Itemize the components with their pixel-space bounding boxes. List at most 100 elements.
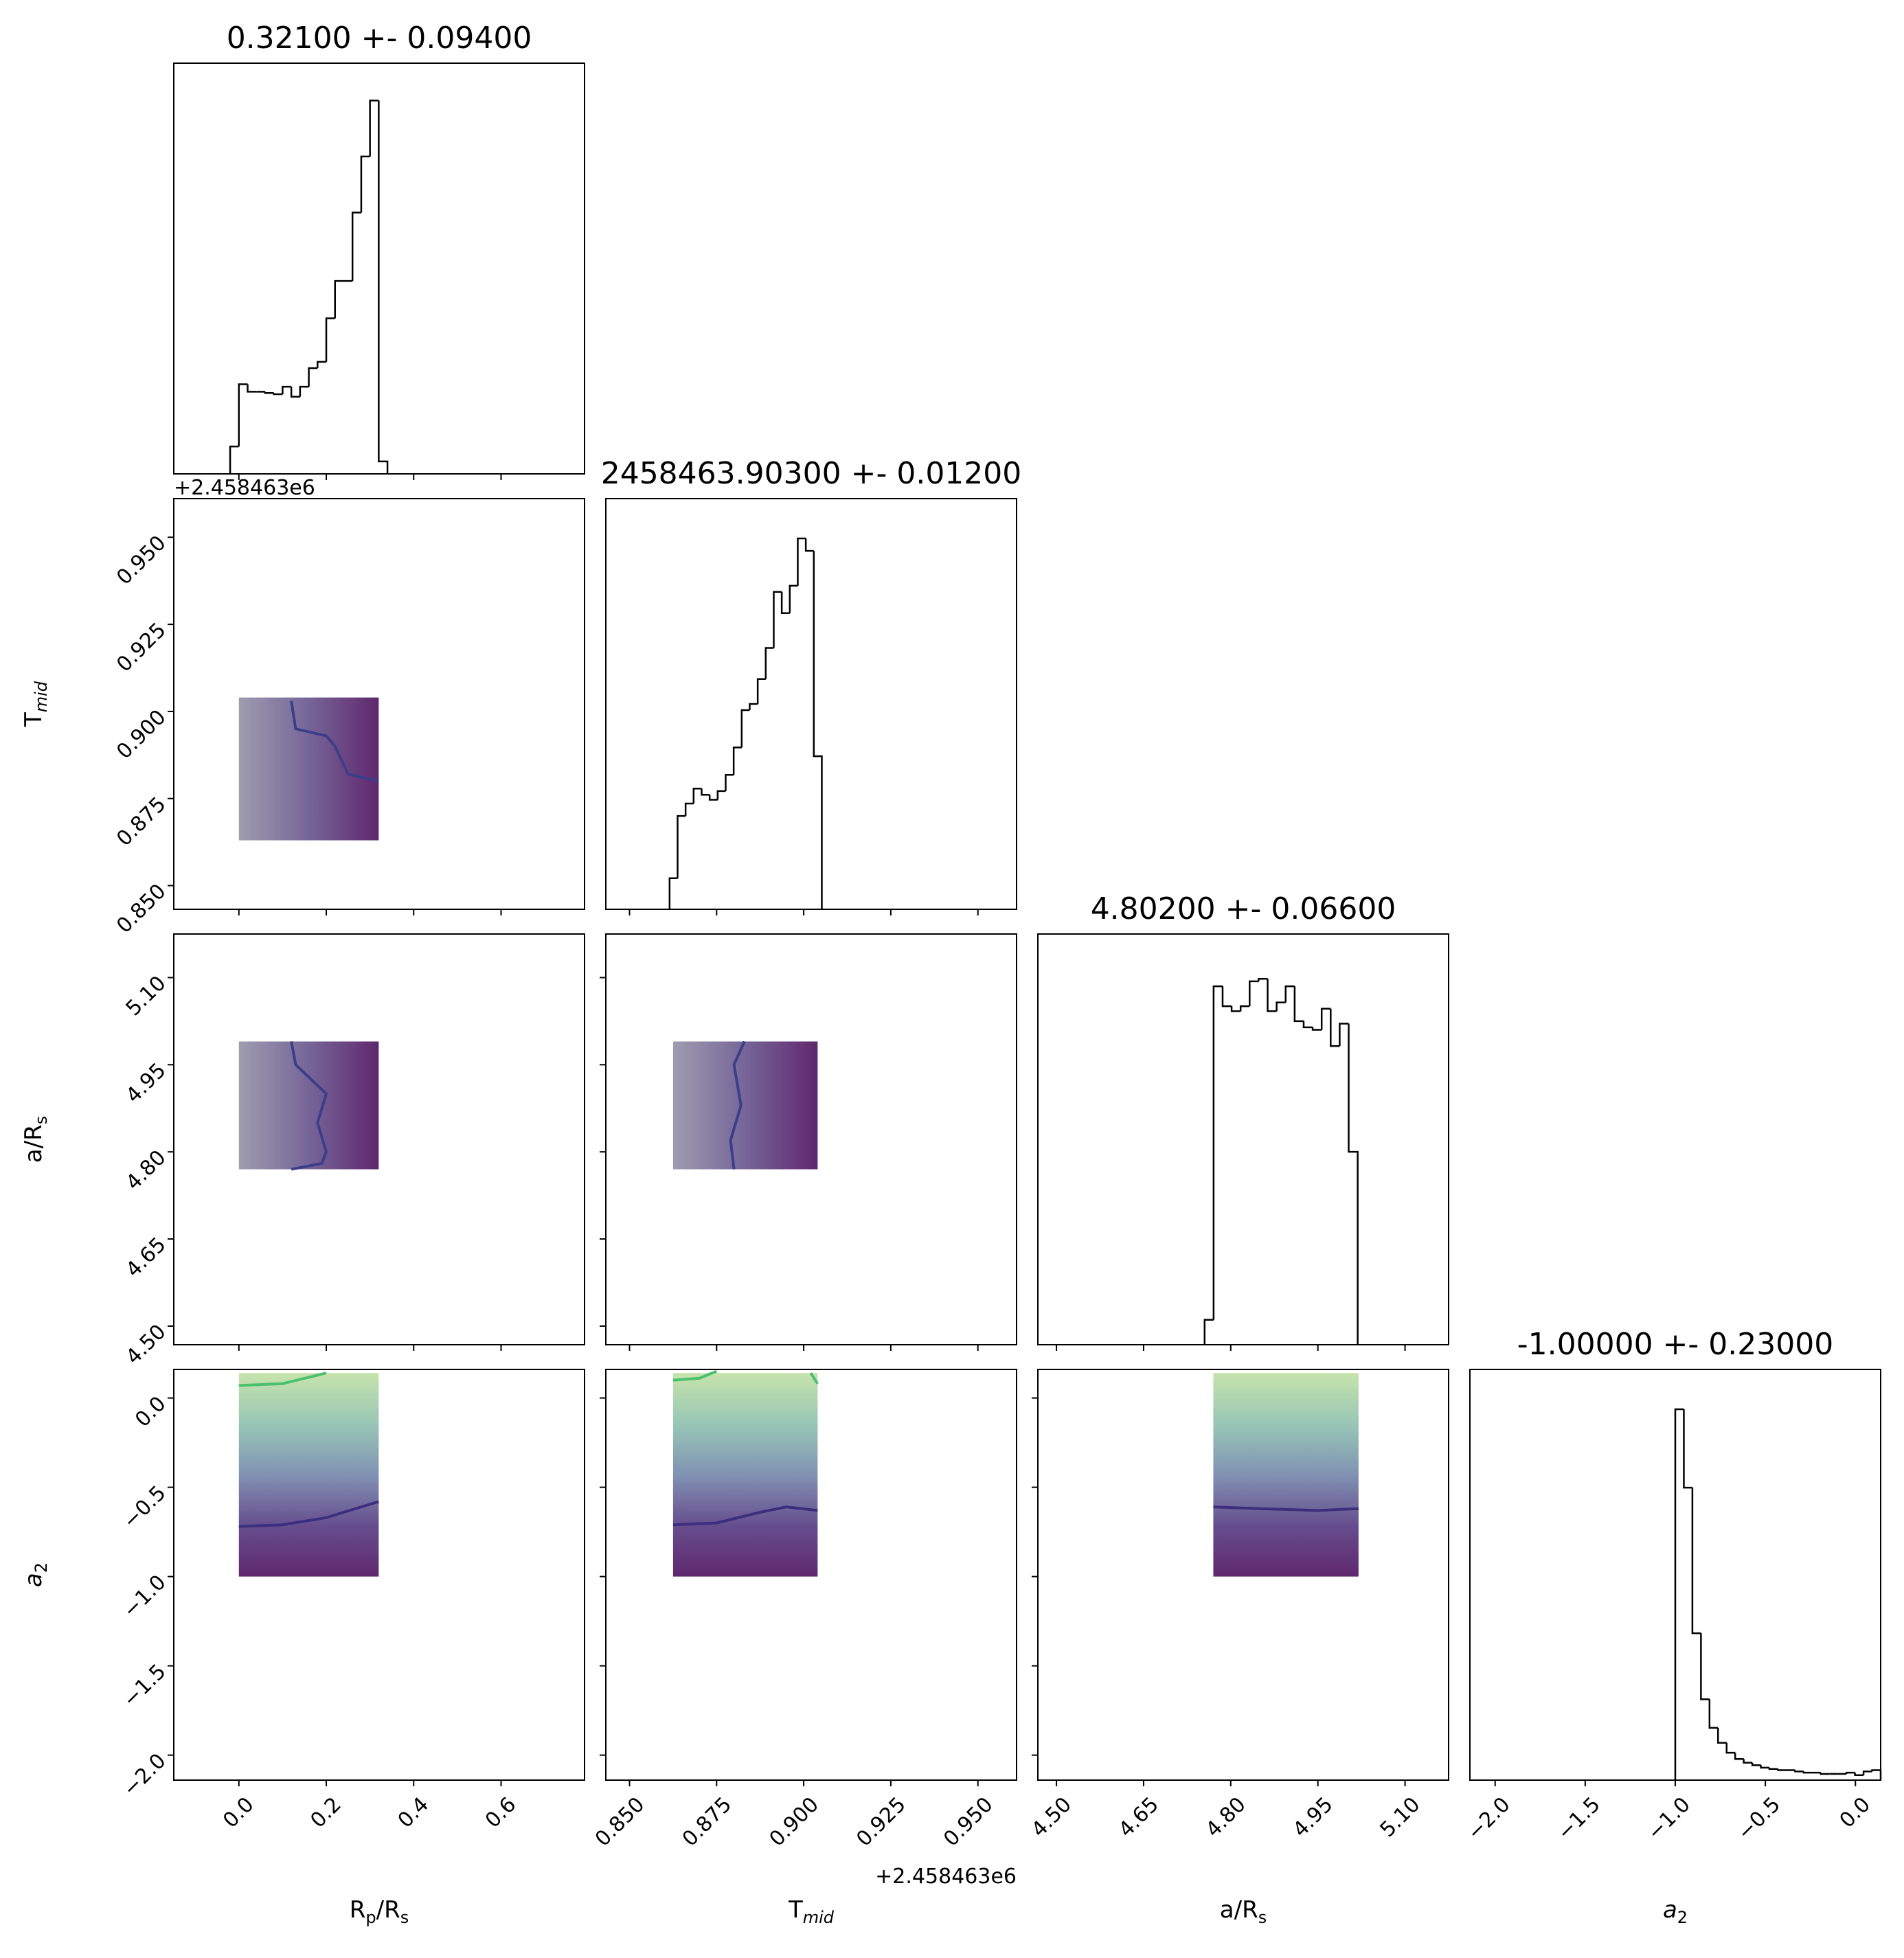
- x-tick-label: 0.2: [306, 1792, 345, 1832]
- x-tick-label: 0.900: [765, 1792, 824, 1851]
- y-tick-label: 4.80: [122, 1146, 171, 1195]
- histogram-bin: [804, 538, 814, 552]
- histogram-bin: [1348, 1023, 1359, 1345]
- histogram-bin: [692, 787, 702, 804]
- histogram-bin: [684, 802, 694, 817]
- x-offset-text: +2.458463e6: [875, 1865, 1017, 1889]
- y-axis-label-part: 2: [32, 1562, 51, 1573]
- x-tick-label: 0.925: [852, 1792, 910, 1851]
- histogram-bin: [701, 788, 710, 796]
- histogram-bin: [1320, 1008, 1331, 1030]
- y-tick-label: 4.50: [122, 1320, 171, 1369]
- panel-title: 2458463.90300 +- 0.01200: [601, 456, 1022, 491]
- histogram-bin: [668, 877, 678, 909]
- histogram-bin: [1820, 1773, 1830, 1775]
- y-tick-label: −1.5: [118, 1660, 170, 1712]
- histogram-bin: [1760, 1765, 1770, 1769]
- histogram-bin: [1330, 1008, 1340, 1047]
- y-axis-label: a/Rs: [20, 1116, 51, 1163]
- panel-title: 0.32100 +- 0.09400: [227, 21, 532, 56]
- x-axis-label-part: mid: [803, 1908, 835, 1927]
- y-axis-label-part: a: [20, 1573, 47, 1587]
- x-tick-label: 0.4: [394, 1792, 433, 1832]
- histogram-bin: [797, 537, 806, 586]
- histogram-bin: [708, 795, 718, 801]
- x-tick-label: 4.95: [1289, 1792, 1338, 1842]
- contour: [672, 1369, 718, 1382]
- y-tick-label: 4.95: [122, 1058, 171, 1108]
- contour: [1213, 1505, 1359, 1512]
- histogram-bin: [1258, 977, 1268, 981]
- histogram-bin: [732, 747, 742, 775]
- x-tick-label: 5.10: [1376, 1792, 1425, 1842]
- x-axis-label: Rp/Rs: [350, 1896, 409, 1927]
- histogram-bin: [1239, 1005, 1250, 1012]
- histogram-bin: [1293, 986, 1304, 1023]
- scatter-cloud: [672, 1041, 818, 1170]
- histogram-bin: [1777, 1768, 1787, 1771]
- x-axis-label-part: s: [1258, 1908, 1267, 1927]
- histogram-bin: [378, 100, 389, 474]
- x-tick-label: 0.875: [678, 1792, 736, 1851]
- y-tick-label: 0.850: [112, 879, 170, 937]
- contour: [672, 1505, 818, 1527]
- histogram-bin: [1691, 1488, 1701, 1635]
- scatter-cloud: [672, 1373, 818, 1577]
- histogram-bin: [1267, 979, 1277, 1012]
- scatter-cloud: [238, 1373, 379, 1577]
- histogram-bin: [229, 445, 239, 474]
- x-tick-label: 4.80: [1201, 1792, 1251, 1842]
- histogram-bin: [299, 385, 309, 397]
- contour: [729, 1040, 746, 1170]
- histogram-bin: [1794, 1770, 1804, 1773]
- histogram-bin: [677, 815, 686, 878]
- histogram-bin: [764, 647, 774, 679]
- x-axis-label-part: /R: [376, 1896, 400, 1924]
- contour: [290, 1041, 328, 1171]
- histogram-bin: [1311, 1027, 1322, 1031]
- histogram-bin: [1854, 1773, 1864, 1776]
- histogram-bin: [1862, 1771, 1872, 1775]
- y-tick-label: 0.950: [112, 531, 170, 589]
- histogram-bin: [290, 387, 300, 398]
- y-axis-label-part: a/R: [20, 1124, 47, 1163]
- histogram-bin: [1708, 1699, 1719, 1729]
- contour: [238, 1371, 327, 1387]
- scatter-cloud: [1213, 1373, 1359, 1577]
- panel-frame: [605, 498, 1017, 910]
- x-tick-label: 4.50: [1027, 1792, 1076, 1842]
- x-tick-label: −0.5: [1733, 1792, 1785, 1845]
- histogram-bin: [1249, 980, 1259, 1007]
- histogram-bin: [1734, 1753, 1744, 1760]
- panel-frame: [173, 1369, 585, 1781]
- histogram-bin: [1743, 1759, 1753, 1764]
- histogram-bin: [773, 591, 782, 648]
- histogram-bin: [716, 790, 726, 800]
- y-tick-label: 0.875: [112, 793, 170, 851]
- y-tick-label: −0.5: [118, 1481, 170, 1534]
- contour: [290, 701, 379, 783]
- panel-frame: [605, 933, 1017, 1345]
- histogram-bin: [1725, 1742, 1736, 1754]
- y-tick-label: 0.0: [131, 1392, 170, 1432]
- y-tick-label: −2.0: [118, 1749, 170, 1801]
- x-axis-label: Tmid: [788, 1896, 835, 1927]
- x-tick-label: 0.6: [481, 1792, 521, 1832]
- y-tick-label: 4.65: [122, 1233, 171, 1282]
- histogram-bin: [264, 391, 274, 394]
- histogram-bin: [325, 317, 335, 362]
- y-tick-label: −1.0: [118, 1571, 170, 1623]
- y-tick-label: 0.900: [112, 705, 170, 764]
- histogram-bin: [1339, 1023, 1349, 1047]
- histogram-bin: [1221, 986, 1232, 1008]
- histogram-bin: [1302, 1021, 1313, 1029]
- x-tick-label: 0.0: [218, 1792, 258, 1832]
- histogram-bin: [813, 551, 823, 909]
- x-axis-label-part: R: [350, 1896, 366, 1924]
- histogram-bin: [369, 100, 379, 157]
- y-tick-label: 5.10: [122, 971, 171, 1021]
- histogram-bin: [1717, 1727, 1727, 1744]
- panel-title: 4.80200 +- 0.06600: [1091, 891, 1396, 926]
- x-axis-label: a2: [1663, 1896, 1688, 1927]
- panel-frame: [173, 498, 585, 910]
